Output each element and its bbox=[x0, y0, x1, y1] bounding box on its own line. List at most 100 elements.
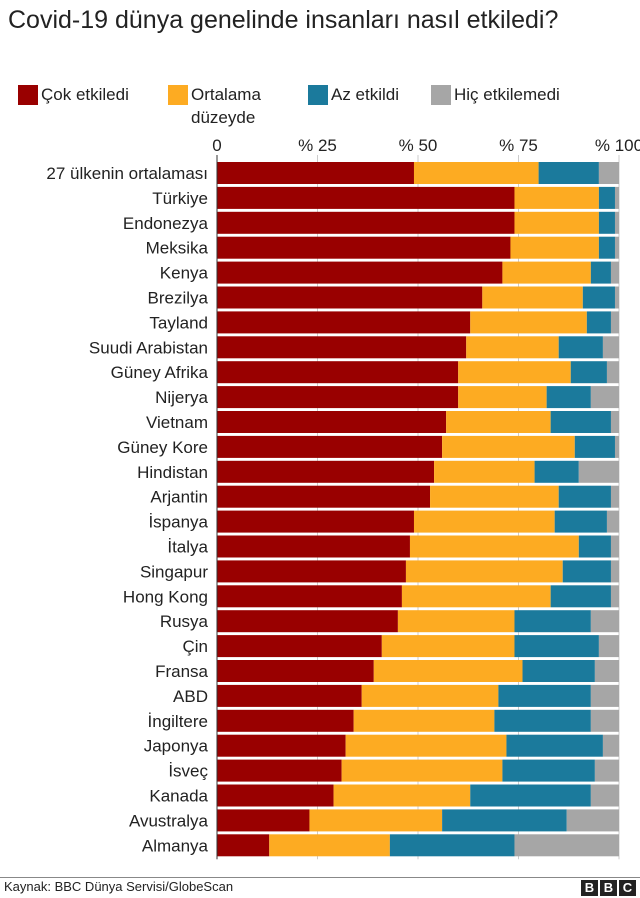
bar-segment bbox=[405, 560, 563, 583]
category-label: İsveç bbox=[168, 762, 208, 781]
legend-swatch-hic-etkilemedi bbox=[431, 85, 451, 105]
bar-segment bbox=[598, 635, 619, 658]
bar-segment bbox=[606, 510, 619, 533]
bar-segment bbox=[401, 585, 551, 608]
category-label: 27 ülkenin ortalaması bbox=[46, 164, 208, 183]
bar-segment bbox=[217, 635, 382, 658]
bar-segment bbox=[506, 734, 603, 757]
bar-segment bbox=[482, 286, 583, 309]
legend-item-cok-etkiledi: Çok etkiledi bbox=[18, 83, 129, 106]
bar-segment bbox=[217, 411, 447, 433]
bar-segment bbox=[217, 610, 398, 633]
bar-segment bbox=[514, 834, 619, 857]
bar-segment bbox=[466, 336, 559, 359]
bar-segment bbox=[217, 759, 342, 782]
bar-segment bbox=[558, 336, 603, 359]
bar-segment bbox=[458, 386, 547, 409]
bar-segment bbox=[217, 386, 459, 409]
bar-segment bbox=[341, 759, 503, 782]
bar-segment bbox=[594, 759, 619, 782]
bar-segment bbox=[550, 411, 611, 433]
bar-segment bbox=[614, 211, 619, 234]
bar-segment bbox=[430, 485, 559, 508]
bar-segment bbox=[590, 610, 619, 633]
bar-segment bbox=[586, 311, 611, 334]
bar-segment bbox=[510, 236, 599, 259]
bar-segment bbox=[502, 261, 591, 284]
bar-segment bbox=[353, 709, 495, 732]
source-note: Kaynak: BBC Dünya Servisi/GlobeScan bbox=[4, 879, 234, 894]
bar-segment bbox=[494, 709, 591, 732]
bar-segment bbox=[514, 186, 599, 209]
bar-segment bbox=[373, 660, 523, 682]
legend-swatch-cok-etkiledi bbox=[18, 85, 38, 105]
bbc-logo-letter: C bbox=[619, 880, 636, 896]
bar-segment bbox=[442, 435, 575, 458]
bar-segment bbox=[217, 709, 354, 732]
legend-label-cok-etkiledi: Çok etkiledi bbox=[41, 85, 129, 104]
category-label: Kenya bbox=[160, 264, 209, 283]
category-label: Çin bbox=[182, 637, 208, 656]
bar-segment bbox=[566, 809, 619, 832]
bar-segment bbox=[498, 684, 591, 707]
bar-segment bbox=[409, 535, 579, 558]
bar-segment bbox=[590, 386, 619, 409]
bar-segment bbox=[345, 734, 507, 757]
bar-segment bbox=[590, 261, 611, 284]
bar-segment bbox=[610, 411, 619, 433]
bar-segment bbox=[550, 585, 611, 608]
bar-segment bbox=[590, 784, 619, 807]
bar-segment bbox=[562, 560, 611, 583]
bar-segment bbox=[594, 660, 619, 682]
x-tick-label: % 50 bbox=[399, 136, 438, 155]
category-label: Hindistan bbox=[137, 463, 208, 482]
bar-segment bbox=[578, 460, 619, 483]
bar-segment bbox=[610, 535, 619, 558]
bar-segment bbox=[217, 311, 471, 334]
legend-label-ortalama: Ortalama düzeyde bbox=[191, 85, 261, 127]
chart-title: Covid-19 dünya genelinde insanları nasıl… bbox=[8, 6, 559, 34]
category-label: Tayland bbox=[149, 313, 208, 332]
bar-segment bbox=[217, 286, 483, 309]
bar-segment bbox=[458, 361, 571, 384]
bar-segment bbox=[381, 635, 515, 658]
bar-segment bbox=[361, 684, 499, 707]
bar-segment bbox=[598, 236, 615, 259]
legend-label-hic-etkilemedi: Hiç etkilemedi bbox=[454, 85, 560, 104]
legend-item-az-etkildi: Az etkildi bbox=[308, 83, 399, 106]
bar-segment bbox=[309, 809, 443, 832]
bar-segment bbox=[217, 660, 374, 682]
category-label: Singapur bbox=[140, 562, 208, 581]
bar-segment bbox=[217, 261, 503, 284]
category-label: Endonezya bbox=[123, 214, 209, 233]
bar-segment bbox=[217, 585, 402, 608]
bar-segment bbox=[217, 535, 410, 558]
bar-segment bbox=[217, 435, 443, 458]
category-label: Almanya bbox=[142, 836, 209, 855]
bar-segment bbox=[614, 236, 619, 259]
bar-segment bbox=[397, 610, 515, 633]
bar-segment bbox=[217, 460, 435, 483]
bar-segment bbox=[574, 435, 615, 458]
category-label: Meksika bbox=[146, 239, 209, 258]
bar-segment bbox=[413, 510, 555, 533]
bar-segment bbox=[590, 684, 619, 707]
bar-segment bbox=[269, 834, 390, 857]
bar-segment bbox=[470, 784, 591, 807]
bar-segment bbox=[554, 510, 607, 533]
x-tick-label: 0 bbox=[212, 136, 221, 155]
bar-segment bbox=[598, 211, 615, 234]
bar-segment bbox=[389, 834, 515, 857]
category-label: Avustralya bbox=[129, 811, 209, 830]
bar-segment bbox=[413, 162, 539, 184]
bar-segment bbox=[446, 411, 551, 433]
category-label: ABD bbox=[173, 687, 208, 706]
bar-segment bbox=[614, 286, 619, 309]
category-label: Türkiye bbox=[152, 189, 208, 208]
bar-segment bbox=[522, 660, 595, 682]
bar-segment bbox=[217, 510, 414, 533]
category-label: İngiltere bbox=[148, 712, 208, 731]
bar-segment bbox=[217, 560, 406, 583]
bar-segment bbox=[610, 485, 619, 508]
bar-segment bbox=[546, 386, 591, 409]
